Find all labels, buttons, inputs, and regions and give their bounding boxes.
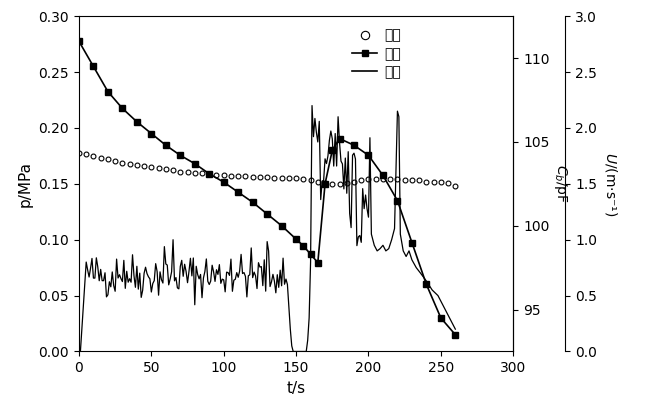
流速 — [184, 280, 191, 285]
Y-axis label: $U$/(m·s⁻¹): $U$/(m·s⁻¹) — [603, 152, 619, 216]
Line: 电容: 电容 — [76, 38, 459, 338]
电容 — [437, 316, 445, 320]
电容 — [278, 223, 286, 228]
压力 — [292, 176, 300, 181]
流速 — [451, 327, 459, 332]
流速 — [166, 276, 174, 281]
Line: 压力: 压力 — [76, 150, 458, 189]
压力 — [365, 177, 372, 182]
压力 — [299, 177, 307, 182]
流速 — [75, 349, 83, 354]
Y-axis label: $C_b$/pF: $C_b$/pF — [552, 164, 569, 203]
电容 — [133, 119, 141, 124]
压力 — [75, 150, 83, 155]
电容 — [336, 136, 343, 141]
电容 — [379, 173, 387, 178]
电容 — [263, 212, 271, 217]
电容 — [75, 39, 83, 44]
电容 — [89, 64, 97, 69]
X-axis label: t/s: t/s — [286, 381, 306, 396]
电容 — [176, 153, 184, 158]
电容 — [321, 181, 329, 186]
Legend: 压力, 电容, 流速: 压力, 电容, 流速 — [347, 23, 407, 84]
电容 — [393, 198, 401, 203]
电容 — [234, 190, 242, 195]
电容 — [147, 131, 155, 136]
电容 — [249, 200, 257, 205]
电容 — [328, 148, 336, 153]
压力 — [314, 179, 322, 184]
电容 — [220, 180, 228, 185]
电容 — [408, 240, 416, 245]
电容 — [350, 143, 358, 148]
流速 — [118, 279, 126, 284]
流速 — [192, 264, 200, 269]
压力 — [176, 169, 184, 174]
流速 — [91, 276, 99, 280]
压力 — [408, 178, 416, 183]
Line: 流速: 流速 — [79, 105, 455, 351]
流速 — [376, 246, 384, 251]
电容 — [162, 143, 170, 148]
电容 — [205, 171, 213, 176]
电容 — [422, 282, 430, 287]
电容 — [307, 252, 315, 257]
电容 — [104, 89, 112, 94]
电容 — [118, 106, 126, 111]
压力 — [451, 184, 459, 189]
电容 — [365, 153, 372, 158]
电容 — [299, 244, 307, 248]
电容 — [314, 260, 322, 265]
Y-axis label: p/MPa: p/MPa — [18, 161, 33, 207]
流速 — [308, 103, 316, 108]
电容 — [191, 161, 199, 166]
电容 — [292, 237, 300, 242]
电容 — [451, 332, 459, 337]
